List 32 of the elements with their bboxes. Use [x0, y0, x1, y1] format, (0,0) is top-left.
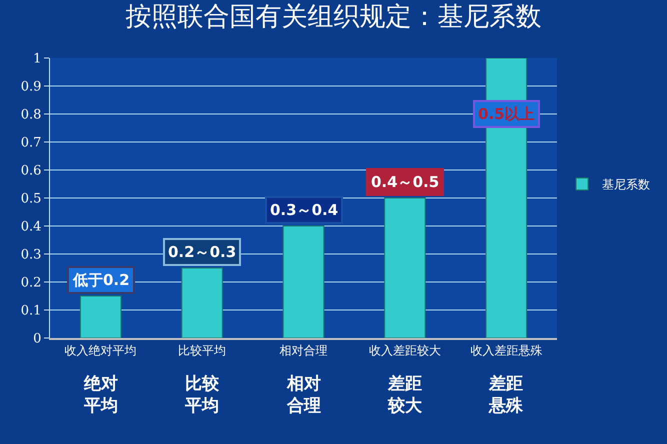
bar — [80, 296, 122, 338]
text: 相对合理 — [286, 374, 321, 416]
text: 比较平均 — [184, 374, 220, 416]
y-tick-label: 0.3 — [20, 248, 42, 263]
chart-title: 按照联合国有关组织规定：基尼系数 — [126, 2, 542, 32]
y-tick-label: 0.5 — [20, 192, 42, 207]
y-tick-label: 0.7 — [20, 136, 42, 151]
y-tick-label: 1 — [33, 52, 42, 67]
annotation: 0.2～0.3 — [168, 243, 236, 261]
y-tick-label: 0.4 — [20, 220, 42, 235]
y-tick-label: 0 — [33, 332, 42, 347]
annotation: 低于0.2 — [72, 271, 130, 289]
y-tick-label: 0.8 — [20, 108, 42, 123]
y-tick-label: 0.9 — [20, 80, 42, 95]
x-tick-label: 收入差距较大 — [368, 343, 441, 358]
text: 差距较大 — [387, 374, 423, 416]
annotation: 0.3～0.4 — [270, 201, 338, 219]
bar — [282, 226, 324, 338]
text: 差距悬殊 — [488, 374, 524, 416]
bar — [384, 198, 426, 338]
y-tick-label: 0.1 — [20, 304, 42, 319]
y-tick-label: 0.6 — [20, 164, 42, 179]
annotation: 0.4～0.5 — [371, 173, 440, 191]
x-tick-label: 收入绝对平均 — [64, 343, 137, 358]
bar — [181, 268, 223, 338]
x-tick-label: 相对合理 — [280, 343, 328, 358]
x-tick-label: 收入差距悬殊 — [470, 343, 542, 358]
x-tick-label: 比较平均 — [178, 343, 226, 358]
legend-label: 基尼系数 — [602, 178, 650, 192]
y-tick-label: 0.2 — [20, 276, 42, 291]
text: 绝对平均 — [83, 374, 118, 416]
annotation: 0.5以上 — [478, 105, 535, 123]
